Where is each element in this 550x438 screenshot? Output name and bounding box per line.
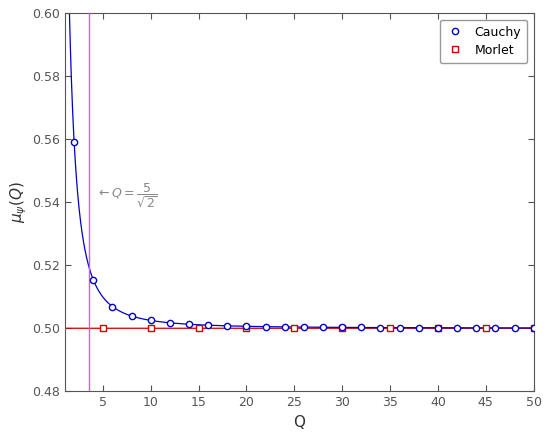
Line: Morlet: Morlet <box>100 325 537 332</box>
Cauchy <box>339 325 345 330</box>
Morlet <box>387 325 393 331</box>
Morlet <box>195 325 202 331</box>
Morlet <box>339 325 345 331</box>
Cauchy <box>71 140 78 145</box>
Cauchy <box>205 322 211 328</box>
Cauchy <box>530 325 537 331</box>
Cauchy <box>415 325 422 330</box>
Legend: Cauchy, Morlet: Cauchy, Morlet <box>439 20 527 63</box>
Cauchy <box>128 313 135 318</box>
Cauchy <box>147 318 154 323</box>
Morlet <box>482 325 489 331</box>
Line: Cauchy: Cauchy <box>71 139 537 331</box>
Cauchy <box>473 325 480 331</box>
Cauchy <box>243 324 250 329</box>
Morlet <box>100 325 106 331</box>
Cauchy <box>377 325 384 330</box>
Text: $\leftarrow Q = \dfrac{5}{\sqrt{2}}$: $\leftarrow Q = \dfrac{5}{\sqrt{2}}$ <box>96 182 158 210</box>
X-axis label: Q: Q <box>293 415 305 430</box>
Cauchy <box>358 325 365 330</box>
Morlet <box>434 325 441 331</box>
Cauchy <box>511 325 518 331</box>
Cauchy <box>186 321 192 327</box>
Cauchy <box>397 325 403 330</box>
Cauchy <box>90 277 97 283</box>
Cauchy <box>454 325 460 330</box>
Y-axis label: $\mu_{\psi}(Q)$: $\mu_{\psi}(Q)$ <box>8 181 29 223</box>
Cauchy <box>320 325 326 330</box>
Cauchy <box>301 325 307 330</box>
Cauchy <box>434 325 441 330</box>
Cauchy <box>109 304 116 309</box>
Cauchy <box>282 324 288 329</box>
Morlet <box>530 325 537 331</box>
Cauchy <box>262 324 269 329</box>
Morlet <box>291 325 298 331</box>
Morlet <box>243 325 250 331</box>
Cauchy <box>492 325 499 331</box>
Cauchy <box>167 320 173 325</box>
Cauchy <box>224 323 230 328</box>
Morlet <box>147 325 154 331</box>
